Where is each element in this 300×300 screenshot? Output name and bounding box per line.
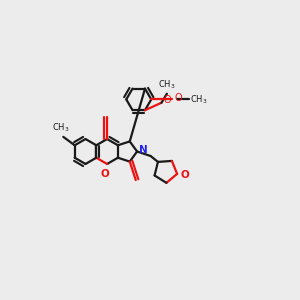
Text: CH$_3$: CH$_3$ bbox=[52, 122, 70, 134]
Text: O: O bbox=[100, 169, 109, 179]
Text: CH$_3$: CH$_3$ bbox=[190, 93, 208, 106]
Text: O: O bbox=[174, 93, 182, 103]
Text: O: O bbox=[181, 170, 190, 180]
Text: CH$_3$: CH$_3$ bbox=[158, 79, 176, 91]
Text: O: O bbox=[163, 95, 171, 105]
Text: N: N bbox=[139, 145, 148, 155]
